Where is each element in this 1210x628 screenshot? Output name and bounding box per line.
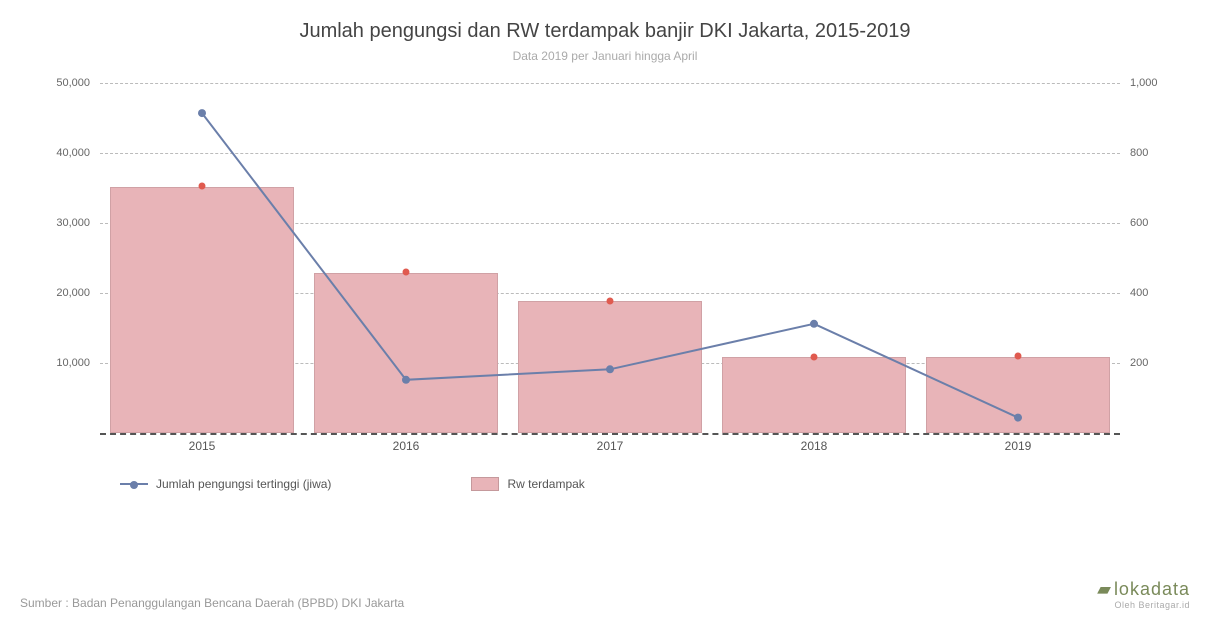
leaf-icon: ▰ <box>1097 579 1112 599</box>
y-right-tick: 1,000 <box>1130 77 1180 89</box>
brand-name: ▰lokadata <box>1097 579 1190 600</box>
dot-marker <box>403 269 410 276</box>
x-axis-labels: 2015 2016 2017 2018 2019 <box>100 439 1120 459</box>
y-left-tick: 10,000 <box>30 357 90 369</box>
x-tick-label: 2015 <box>189 439 216 453</box>
source-text: Sumber : Badan Penanggulangan Bencana Da… <box>20 596 404 610</box>
y-left-tick: 30,000 <box>30 217 90 229</box>
brand-sub: Oleh Beritagar.id <box>1097 600 1190 610</box>
dot-marker <box>607 297 614 304</box>
dot-marker <box>199 183 206 190</box>
y-left-tick: 50,000 <box>30 77 90 89</box>
x-tick-label: 2019 <box>1005 439 1032 453</box>
legend: Jumlah pengungsi tertinggi (jiwa) Rw ter… <box>120 477 1190 491</box>
brand: ▰lokadata Oleh Beritagar.id <box>1097 579 1190 610</box>
legend-bar-label: Rw terdampak <box>507 477 584 491</box>
y-right-tick: 600 <box>1130 217 1180 229</box>
legend-bar-marker <box>471 477 499 491</box>
legend-item-bar: Rw terdampak <box>471 477 584 491</box>
plot-area <box>100 83 1120 433</box>
chart-container: Jumlah pengungsi dan RW terdampak banjir… <box>0 0 1210 628</box>
dot-marker <box>811 353 818 360</box>
legend-line-marker <box>120 483 148 485</box>
footer: Sumber : Badan Penanggulangan Bencana Da… <box>20 579 1190 610</box>
legend-line-label: Jumlah pengungsi tertinggi (jiwa) <box>156 477 331 491</box>
x-tick-label: 2016 <box>393 439 420 453</box>
y-right-tick: 200 <box>1130 357 1180 369</box>
y-left-tick: 40,000 <box>30 147 90 159</box>
y-left-tick: 20,000 <box>30 287 90 299</box>
legend-item-line: Jumlah pengungsi tertinggi (jiwa) <box>120 477 331 491</box>
chart-area: 2015 2016 2017 2018 2019 10,000 20,000 30,000 4… <box>30 83 1180 463</box>
chart-title: Jumlah pengungsi dan RW terdampak banjir… <box>20 20 1190 43</box>
chart-subtitle: Data 2019 per Januari hingga April <box>20 49 1190 63</box>
y-right-tick: 400 <box>1130 287 1180 299</box>
x-tick-label: 2017 <box>597 439 624 453</box>
y-right-tick: 800 <box>1130 147 1180 159</box>
dots-layer <box>100 83 1120 433</box>
x-tick-label: 2018 <box>801 439 828 453</box>
dot-marker <box>1015 353 1022 360</box>
